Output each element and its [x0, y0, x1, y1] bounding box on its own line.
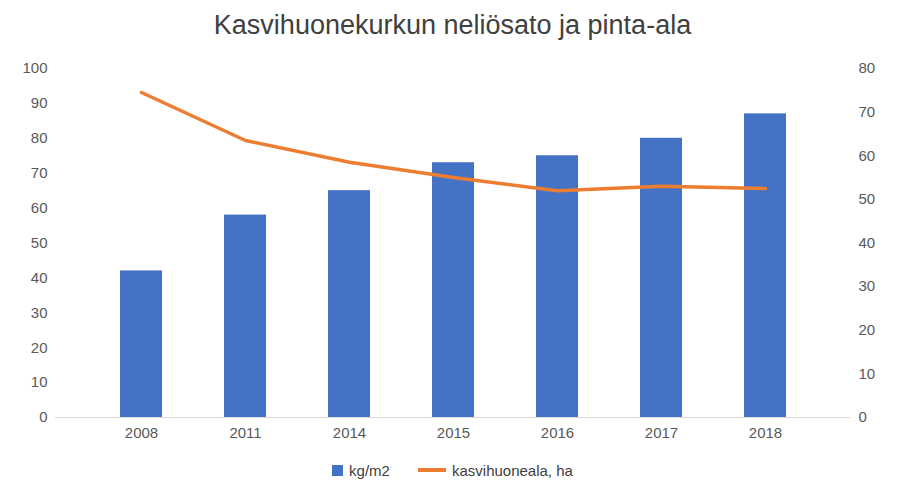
- svg-text:80: 80: [859, 59, 876, 76]
- svg-text:50: 50: [31, 234, 48, 251]
- svg-text:90: 90: [31, 94, 48, 111]
- svg-text:30: 30: [859, 277, 876, 294]
- svg-text:2016: 2016: [541, 424, 574, 441]
- html-text:Kasvihuonekurkun neliösato ja: Kasvihuonekurkun neliösato ja pinta-ala: [213, 10, 692, 40]
- svg-text:20: 20: [31, 339, 48, 356]
- svg-text:40: 40: [859, 234, 876, 251]
- svg-text:40: 40: [31, 269, 48, 286]
- svg-text:60: 60: [859, 147, 876, 164]
- html-text:kasvihuoneala, ha: kasvihuoneala, ha: [452, 461, 573, 479]
- html-text:kg/m2: kg/m2: [349, 461, 390, 479]
- svg-text:70: 70: [859, 103, 876, 120]
- svg-text:0: 0: [39, 408, 47, 425]
- svg-text:0: 0: [859, 408, 867, 425]
- svg-text:2015: 2015: [437, 424, 470, 441]
- svg-text:70: 70: [31, 164, 48, 181]
- svg-text:50: 50: [859, 190, 876, 207]
- svg-text:60: 60: [31, 199, 48, 216]
- svg-text:2011: 2011: [229, 424, 261, 441]
- svg-text:80: 80: [31, 129, 48, 146]
- svg-text:100: 100: [22, 59, 47, 76]
- svg-text:2017: 2017: [645, 424, 678, 441]
- svg-text:10: 10: [31, 373, 48, 390]
- svg-text:2008: 2008: [125, 424, 158, 441]
- svg-text:20: 20: [859, 321, 876, 338]
- svg-text:2018: 2018: [749, 424, 782, 441]
- svg-text:2014: 2014: [333, 424, 366, 441]
- svg-text:30: 30: [31, 304, 48, 321]
- svg-text:10: 10: [859, 365, 876, 382]
